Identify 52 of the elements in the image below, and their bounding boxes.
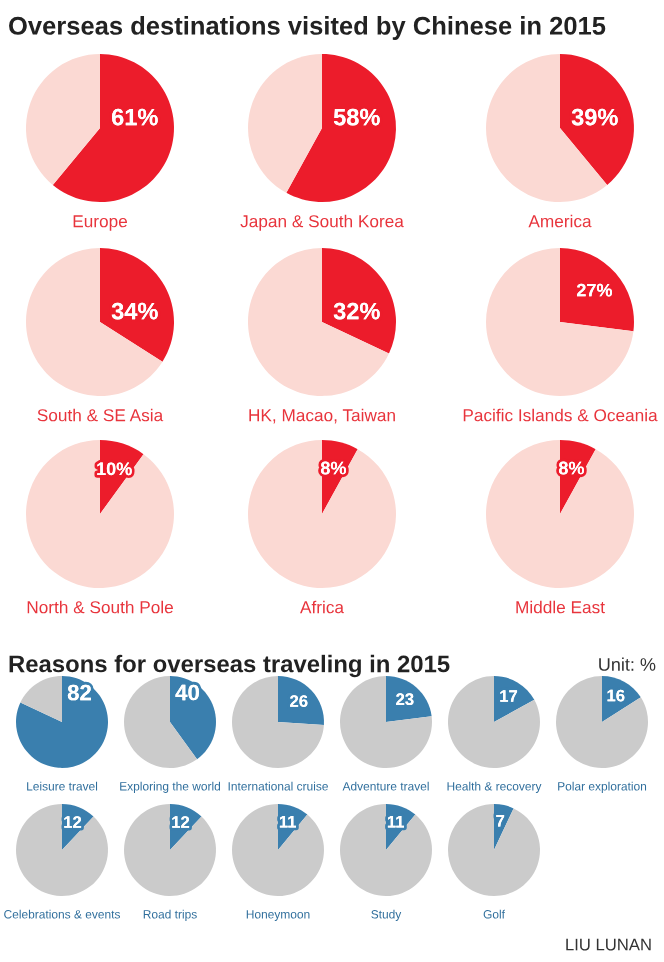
pie-slice <box>26 54 100 186</box>
pie-slice <box>16 804 108 896</box>
pie-slice <box>124 676 198 768</box>
pie-slice <box>556 676 648 768</box>
data-label: 16 <box>607 689 625 702</box>
data-label: 23 <box>396 693 414 706</box>
pie-slice <box>486 248 634 396</box>
text: Unit: % <box>599 657 656 671</box>
pie-slice <box>124 804 216 896</box>
data-label: 39% <box>571 108 618 126</box>
data-label: 12 <box>64 816 82 828</box>
pie-slice <box>52 54 174 202</box>
data-label: 82 <box>67 684 91 701</box>
text: Middle East <box>516 600 605 614</box>
text: America <box>528 214 592 228</box>
text: North & South Pole <box>27 600 173 614</box>
data-label: 7 <box>496 815 505 827</box>
data-label: 34% <box>111 302 158 320</box>
pie-slice <box>448 804 540 896</box>
pie-slice <box>340 804 432 896</box>
pie-slice <box>20 676 62 722</box>
text: Europe <box>73 215 127 231</box>
pie-slice <box>248 54 322 193</box>
pie-slice <box>26 440 174 588</box>
text: LIU LUNAN <box>566 938 651 951</box>
data-label: 26 <box>290 695 308 707</box>
text: Reasons for overseas traveling in 2015 <box>9 654 450 678</box>
data-label: 11 <box>387 816 405 828</box>
data-label: 11 <box>279 816 297 828</box>
pie-slice <box>286 54 396 202</box>
data-label: 58% <box>333 108 380 126</box>
text: Africa <box>300 600 345 614</box>
data-label: 17 <box>500 690 518 702</box>
pie-slice <box>340 676 432 768</box>
pie-slice <box>232 676 324 768</box>
data-label: 12 <box>172 816 190 828</box>
data-label: 61% <box>112 108 158 126</box>
pie-slice <box>232 804 324 896</box>
data-label: 27% <box>576 283 613 297</box>
pie-slice <box>486 440 634 588</box>
text: Pacific Islands & Oceania <box>463 408 658 422</box>
pie-slice <box>248 440 396 588</box>
pie-slice <box>448 676 540 768</box>
text: Overseas destinations visited by Chinese in 2015 <box>9 16 606 40</box>
data-label: 40 <box>175 684 199 701</box>
pie-slice <box>26 248 163 396</box>
text: HK, Macao, Taiwan <box>249 408 395 424</box>
pie-slice <box>16 676 108 768</box>
pie-slice <box>248 248 389 396</box>
text: Japan & South Korea <box>240 214 404 231</box>
data-label: 32% <box>333 302 380 320</box>
text: South & SE Asia <box>37 408 164 422</box>
